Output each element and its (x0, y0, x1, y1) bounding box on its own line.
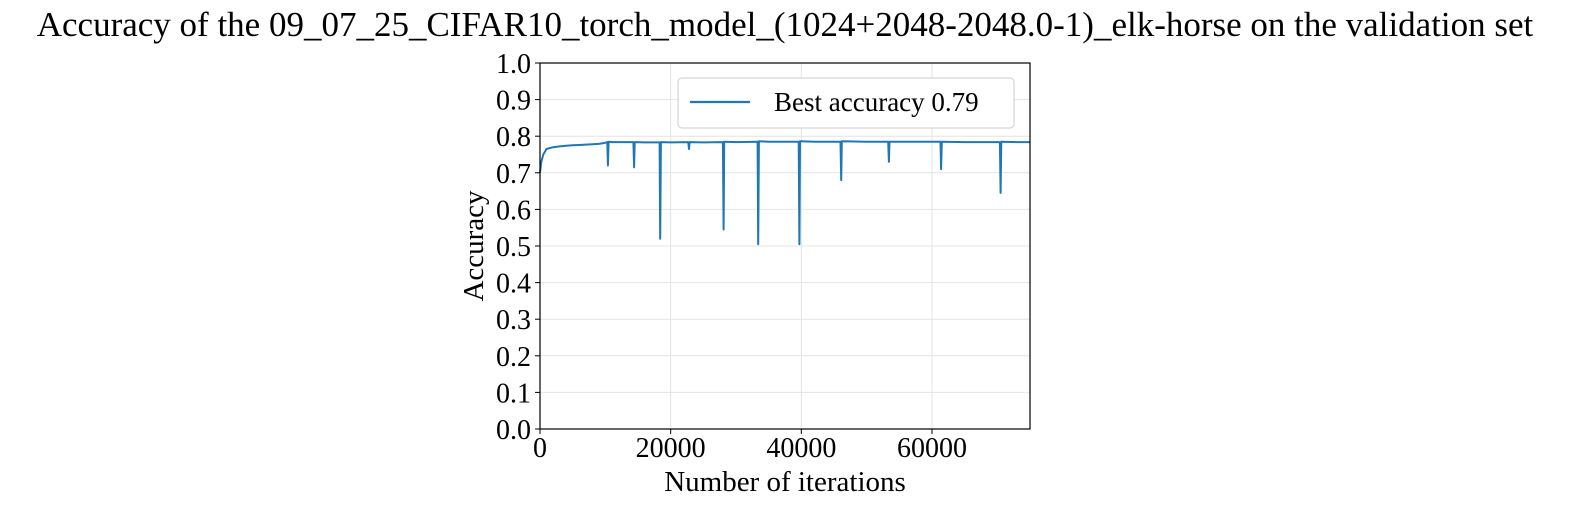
series-layer (539, 140, 1030, 246)
legend: Best accuracy 0.79 (677, 77, 1015, 129)
y-tick-label: 0.5 (496, 232, 531, 263)
x-tick-label: 20000 (636, 433, 706, 464)
y-tick-label: 0.8 (496, 122, 531, 153)
y-tick-label: 0.3 (496, 305, 531, 336)
series-line (539, 140, 1030, 246)
x-axis-label: Number of iterations (664, 466, 906, 498)
y-tick-label: 0.4 (496, 269, 531, 300)
chart-title: Accuracy of the 09_07_25_CIFAR10_torch_m… (37, 5, 1534, 44)
y-tick-label: 0.0 (496, 415, 531, 446)
y-tick-label: 0.2 (496, 342, 531, 373)
x-axis: 0 20000 40000 60000 (533, 429, 967, 464)
x-tick-label: 0 (533, 433, 547, 464)
x-tick-label: 60000 (897, 433, 967, 464)
y-tick-label: 0.1 (496, 378, 531, 409)
legend-box (677, 77, 1015, 129)
legend-label: Best accuracy 0.79 (774, 87, 979, 117)
y-tick-label: 0.7 (496, 159, 531, 190)
y-axis: 0.0 0.1 0.2 0.3 0.4 0.5 0.6 0.7 0.8 0.9 1.0 (496, 49, 540, 446)
y-tick-label: 1.0 (496, 49, 531, 80)
x-tick-label: 40000 (766, 433, 836, 464)
y-tick-label: 0.6 (496, 195, 531, 226)
y-tick-label: 0.9 (496, 86, 531, 117)
y-axis-label: Accuracy (458, 190, 490, 302)
